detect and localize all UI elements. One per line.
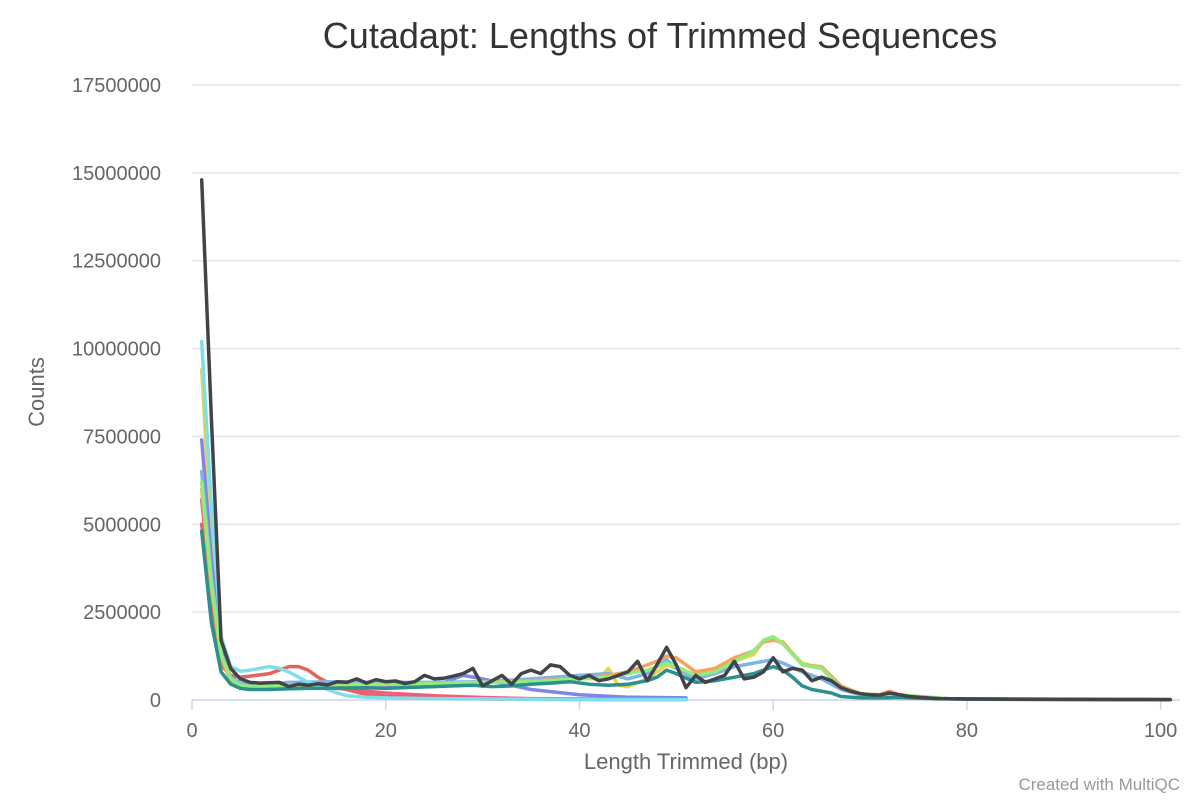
x-tick-label: 0	[186, 720, 197, 742]
x-tick-label: 40	[568, 720, 590, 742]
series-line-1[interactable]	[199, 367, 1173, 702]
y-tick-label: 5000000	[83, 514, 161, 536]
x-tick-label: 80	[956, 720, 978, 742]
y-axis-title: Counts	[24, 357, 49, 427]
y-tick-label: 12500000	[72, 251, 161, 273]
chart-title: Cutadapt: Lengths of Trimmed Sequences	[323, 15, 997, 56]
series-line-6[interactable]	[199, 487, 1173, 702]
gridlines	[192, 84, 1180, 613]
series-line-2[interactable]	[199, 497, 688, 702]
series-line-4[interactable]	[199, 438, 688, 700]
series-lines	[199, 178, 1173, 702]
y-tick-label: 17500000	[72, 75, 161, 97]
credit-label[interactable]: Created with MultiQC	[1018, 775, 1180, 794]
x-tick-label: 20	[375, 720, 397, 742]
y-tick-label: 15000000	[72, 163, 161, 185]
series-line-10[interactable]	[199, 178, 1173, 702]
series-line-8[interactable]	[199, 339, 688, 702]
x-axis-title: Length Trimmed (bp)	[584, 749, 788, 774]
x-tick-label: 60	[762, 720, 784, 742]
x-tick-label: 100	[1144, 720, 1177, 742]
y-axis-ticks: 0 2500000 5000000 7500000 10000000 12500000 15…	[72, 75, 161, 712]
y-tick-label: 10000000	[72, 339, 161, 361]
y-tick-label: 7500000	[83, 426, 161, 448]
y-tick-label: 2500000	[83, 602, 161, 624]
y-tick-label: 0	[150, 690, 161, 712]
x-axis-ticks: 0 20 40 60 80 100	[186, 700, 1177, 742]
